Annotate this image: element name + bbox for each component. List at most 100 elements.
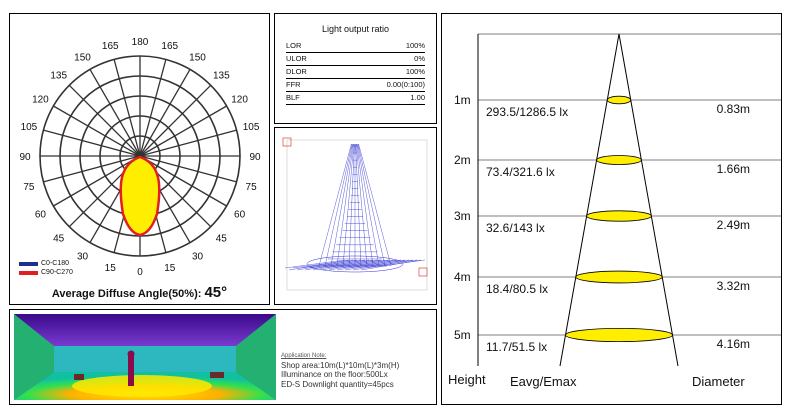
mesh-line: [348, 259, 410, 269]
polar-angle-label: 0: [137, 267, 143, 278]
ratio-value: 1.00: [410, 93, 425, 102]
polar-angle-label: 150: [74, 52, 91, 63]
beam-ellipse: [596, 155, 642, 165]
mesh-line: [356, 143, 374, 267]
polar-angle-label: 120: [231, 95, 248, 106]
shop-render-image: [14, 314, 276, 400]
level-diameter: 1.66m: [717, 162, 750, 176]
illuminance-render: [14, 314, 276, 400]
polar-angle-label: 120: [32, 95, 49, 106]
polar-angle-label: 165: [161, 41, 178, 52]
application-line: ED-S Downlight quantity=45pcs: [281, 379, 394, 389]
level-lux: 11.7/51.5 lx: [486, 340, 547, 354]
polar-curve-c90: [119, 155, 161, 237]
mesh-line: [332, 259, 394, 269]
application-line: Illuminance on the floor:500Lx: [281, 370, 388, 380]
mesh-line: [316, 259, 378, 269]
ratio-row-ffr: FFR 0.00(0:100): [286, 79, 425, 92]
ratio-table: LOR 100% ULOR 0% DLOR 100% FFR 0.00(0:10…: [286, 40, 425, 105]
mesh-base: [306, 255, 404, 273]
level-height: 5m: [454, 328, 471, 342]
ratio-name: DLOR: [286, 67, 307, 76]
level-lux: 293.5/1286.5 lx: [486, 105, 568, 119]
beam-edge-left: [559, 33, 620, 367]
ratio-value: 100%: [405, 67, 425, 76]
polar-angle-label: 30: [192, 252, 204, 263]
polar-chart: 0 15 15 30 30 45 45 60 60 75 75 90 90 105 105 120 120 135…: [19, 37, 261, 278]
polar-legend: C0-C180 C90-C270: [19, 259, 73, 277]
polar-spoke: [68, 84, 141, 157]
level-diameter: 2.49m: [717, 218, 750, 232]
mesh-line: [318, 143, 352, 267]
application-line: Shop area:10m(L)*10m(L)*3m(H): [281, 361, 400, 371]
mesh-line: [364, 259, 426, 269]
polar-angle-label: 150: [189, 52, 206, 63]
polar-angle-label: 90: [19, 152, 31, 163]
plot-box: [286, 139, 428, 291]
legend-item-c90: C90-C270: [19, 268, 73, 277]
application-note: Application Note: Shop area:10m(L)*10m(L…: [281, 352, 399, 389]
polar-spoke: [139, 129, 237, 157]
level-diameter: 3.32m: [717, 279, 750, 293]
legend-swatch-red: [19, 270, 38, 275]
ratio-row-ulor: ULOR 0%: [286, 53, 425, 66]
polar-angle-label: 75: [23, 182, 35, 193]
mesh-wireframe: [284, 143, 426, 273]
ratio-row-dlor: DLOR 100%: [286, 66, 425, 79]
polar-spoke: [139, 155, 237, 183]
level-height: 3m: [454, 209, 471, 223]
axis-marker-left: [282, 137, 292, 147]
mesh-line: [300, 259, 362, 269]
ratio-value: 0.00(0:100): [386, 80, 425, 89]
ratio-name: BLF: [286, 93, 300, 102]
polar-angle-label: 105: [21, 122, 38, 133]
polar-angle-label: 15: [164, 263, 176, 274]
mesh-line: [358, 143, 392, 267]
ratio-row-lor: LOR 100%: [286, 40, 425, 53]
application-note-title: Application Note:: [281, 353, 327, 359]
polar-angle-label: 30: [77, 252, 89, 263]
mesh-line: [330, 143, 353, 267]
legend-swatch-blue: [19, 261, 38, 266]
polar-spoke: [139, 59, 167, 157]
polar-spoke: [139, 69, 191, 157]
application-panel: Application Note: Shop area:10m(L)*10m(L…: [9, 309, 437, 405]
beam-ellipse: [586, 210, 652, 222]
ratio-name: LOR: [286, 41, 302, 50]
polar-spoke: [139, 155, 227, 207]
polar-angle-label: 15: [105, 263, 117, 274]
footer-height: Height: [448, 372, 486, 387]
polar-angle-label: 180: [132, 37, 149, 48]
mesh-line: [308, 259, 370, 269]
level-lux: 73.4/321.6 lx: [486, 165, 555, 179]
diffuse-angle-text: Average Diffuse Angle(50%):: [51, 288, 202, 300]
level-height: 2m: [454, 153, 471, 167]
polar-angle-label: 135: [50, 71, 67, 82]
diffuse-angle-value: 45°: [204, 284, 228, 301]
mesh-line: [356, 259, 418, 269]
mesh-line: [340, 259, 402, 269]
polar-spoke: [43, 155, 141, 183]
polar-spoke: [43, 129, 141, 157]
level-lux: 18.4/80.5 lx: [486, 282, 548, 296]
legend-label-c90: C90-C270: [41, 269, 73, 276]
polar-diagram-panel: 0 15 15 30 30 45 45 60 60 75 75 90 90 105 105 120 120 135…: [9, 13, 270, 305]
3d-distribution-panel: [274, 127, 437, 305]
footer-eavg: Eavg/Emax: [510, 374, 577, 389]
mesh-line: [357, 143, 380, 267]
polar-spoke: [53, 105, 141, 157]
mesh-line: [357, 143, 386, 267]
polar-angle-label: 60: [35, 210, 47, 221]
ratio-row-blf: BLF 1.00: [286, 92, 425, 105]
polar-spoke: [89, 69, 141, 157]
axis-marker-right: [418, 267, 428, 277]
beam-ellipse: [575, 270, 663, 284]
polar-angle-label: 165: [102, 41, 119, 52]
ratio-name: ULOR: [286, 54, 307, 63]
cone-diagram-panel: 1m 293.5/1286.5 lx 0.83m 2m 73.4/321.6 lx 1.6…: [441, 13, 782, 405]
polar-angle-label: 45: [53, 233, 65, 244]
mesh-line: [292, 259, 354, 269]
footer-diameter: Diameter: [692, 374, 745, 389]
level-height: 4m: [454, 270, 471, 284]
beam-edge-right: [618, 33, 679, 367]
